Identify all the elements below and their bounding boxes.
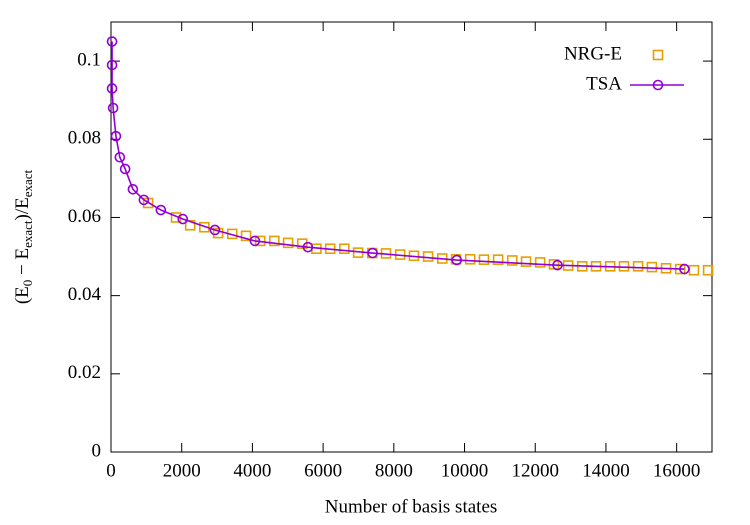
marker [552, 259, 563, 271]
marker [110, 130, 122, 142]
marker [106, 36, 118, 47]
x-tick-label: 0 [106, 460, 116, 481]
plot-frame [110, 21, 713, 453]
x-tick-label: 10000 [441, 460, 489, 481]
marker [282, 237, 294, 249]
x-tick-label: 2000 [163, 460, 201, 481]
marker [451, 254, 463, 266]
y-tick-label: 0 [92, 440, 102, 461]
marker [506, 255, 518, 266]
marker [249, 235, 261, 247]
marker [422, 251, 434, 262]
marker [478, 254, 490, 265]
series-line [111, 41, 685, 270]
marker [367, 247, 378, 259]
marker [688, 264, 700, 276]
y-tick-label: 0.06 [68, 206, 101, 227]
marker [269, 235, 280, 247]
x-tick-label: 6000 [304, 460, 342, 481]
legend-marker [652, 49, 664, 61]
y-tick-label: 0.1 [77, 49, 101, 70]
marker [302, 241, 314, 253]
y-axis-label-part: (E [12, 286, 33, 304]
marker [296, 238, 308, 249]
marker [212, 227, 224, 239]
y-axis-label: (E0 − Eexact)/Eexact [12, 169, 35, 304]
marker [114, 151, 126, 163]
x-tick-label: 14000 [582, 460, 630, 481]
marker [339, 243, 350, 255]
x-tick-label: 4000 [233, 460, 271, 481]
marker [127, 184, 139, 195]
marker [155, 204, 167, 216]
marker [107, 102, 119, 114]
y-axis-label-subscript: exact [20, 169, 35, 197]
marker [632, 261, 644, 272]
y-tick-label: 0.08 [68, 128, 101, 149]
y-axis-label-part: )/E [12, 197, 33, 220]
y-axis-label-subscript: exact [20, 220, 35, 248]
y-axis-label-subscript: 0 [20, 280, 35, 287]
marker [492, 254, 504, 265]
marker [119, 163, 131, 175]
marker [177, 213, 189, 225]
y-axis-label-part: − E [12, 248, 33, 280]
marker [138, 194, 150, 206]
x-axis-label: Number of basis states [325, 496, 498, 517]
marker [520, 256, 532, 267]
x-tick-label: 16000 [653, 460, 701, 481]
marker [534, 257, 546, 268]
y-tick-label: 0.04 [68, 284, 102, 305]
marker [209, 224, 221, 236]
legend-label: TSA [586, 73, 622, 94]
marker [106, 59, 118, 71]
marker [240, 230, 252, 242]
x-tick-label: 8000 [375, 460, 413, 481]
marker [679, 263, 690, 275]
marker [106, 83, 118, 94]
x-tick-label: 12000 [511, 460, 559, 481]
y-tick-label: 0.02 [68, 362, 101, 383]
legend-marker [652, 79, 664, 91]
marker [646, 261, 658, 273]
marker [464, 253, 476, 265]
legend-label: NRG-E [564, 43, 622, 64]
marker [702, 264, 714, 276]
